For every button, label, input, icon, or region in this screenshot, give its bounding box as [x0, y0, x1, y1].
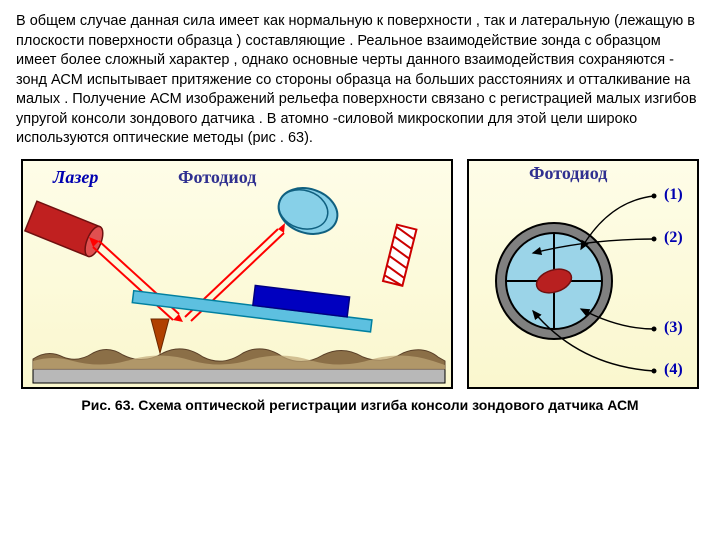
probe-tip — [151, 319, 169, 353]
quadrant-2-label: (2) — [664, 229, 683, 247]
figure-row: Лазер Фотодиод — [16, 159, 704, 389]
mirror — [383, 225, 416, 286]
right-diagram-panel: Фотодиод (1) (2 — [467, 159, 699, 389]
substrate — [33, 369, 445, 383]
intro-paragraph: В общем случае данная сила имеет как нор… — [16, 12, 704, 149]
detector-face — [496, 223, 612, 339]
laser-beam-down — [89, 237, 183, 322]
quadrant-3-label: (3) — [664, 319, 683, 337]
laser-source — [25, 201, 107, 259]
quadrant-1-label: (1) — [664, 186, 683, 204]
left-diagram-panel: Лазер Фотодиод — [21, 159, 453, 389]
quadrant-4-label: (4) — [664, 361, 683, 379]
left-diagram-svg — [23, 161, 453, 389]
cantilever — [132, 271, 374, 332]
figure-caption: Рис. 63. Схема оптической регистрации из… — [16, 397, 704, 413]
